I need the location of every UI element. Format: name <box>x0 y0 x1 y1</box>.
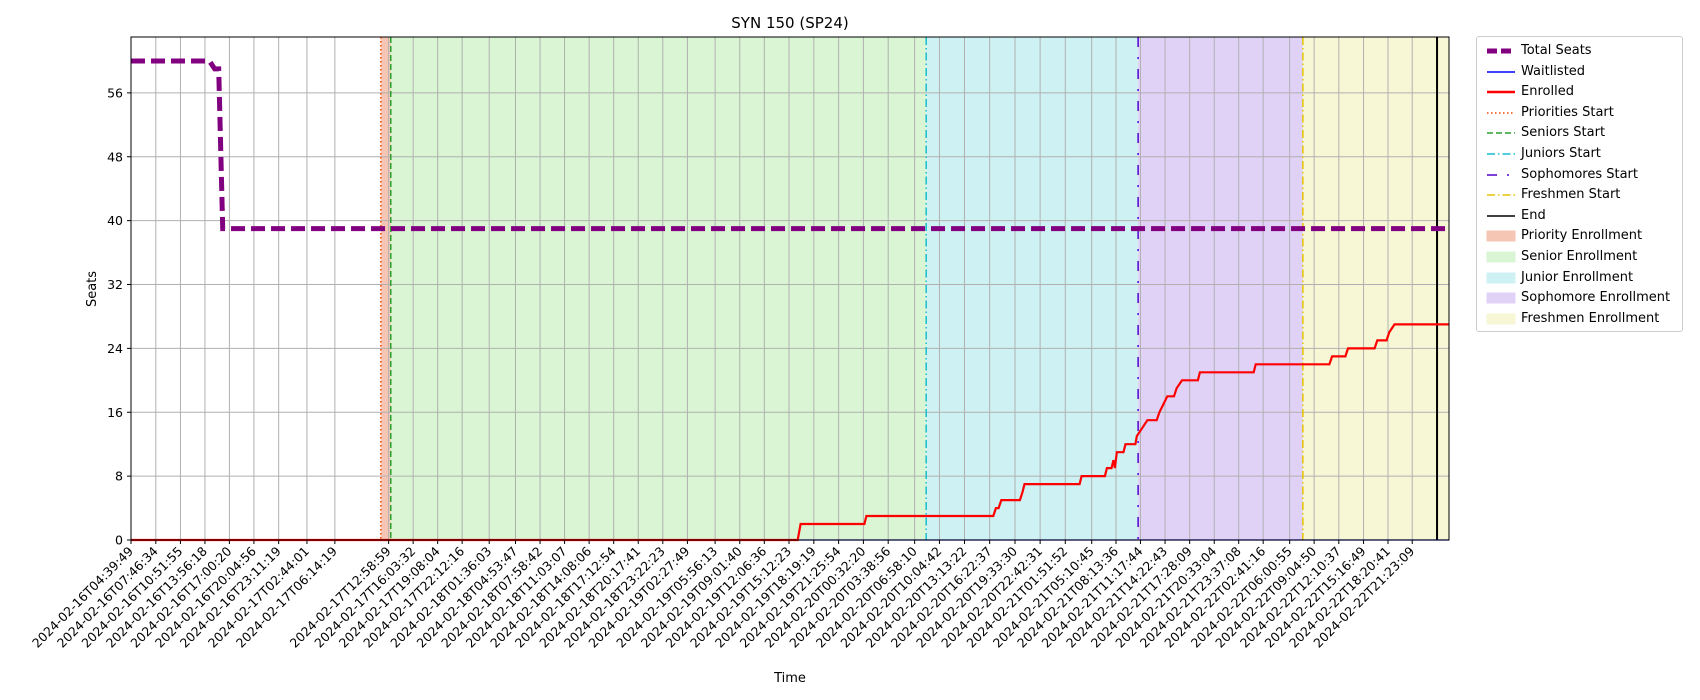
span-priority-enrollment <box>380 37 391 540</box>
legend-label: Priorities Start <box>1521 104 1614 120</box>
series-total-seats <box>131 58 1449 232</box>
legend-label: Total Seats <box>1521 43 1592 58</box>
y-tick-label: 56 <box>107 85 123 100</box>
legend-label: Waitlisted <box>1521 63 1586 79</box>
span-senior-enrollment <box>390 37 927 540</box>
legend-swatch <box>1486 230 1516 242</box>
legend-item-total-seats: Total Seats <box>1477 41 1682 61</box>
x-axis-ticks: 2024-02-16T04:39:492024-02-16T07:46:3420… <box>29 540 1417 651</box>
legend-patch <box>1486 272 1516 284</box>
legend-swatch <box>1487 215 1515 217</box>
phase-lines <box>380 37 1439 540</box>
legend-label: Junior Enrollment <box>1521 269 1634 285</box>
legend-item-senior-enrollment: Senior Enrollment <box>1477 247 1682 267</box>
legend-label: Sophomore Enrollment <box>1521 290 1671 306</box>
y-tick-label: 16 <box>107 405 123 420</box>
legend: Total Seats Waitlisted Enrolled Priorities … <box>1476 36 1683 332</box>
plot-frame <box>130 36 1450 541</box>
legend-swatch <box>1487 90 1515 94</box>
legend-item-sophomore-enrollment: Sophomore Enrollment <box>1477 288 1682 308</box>
legend-item-end: End <box>1477 206 1682 226</box>
enrollment-spans <box>380 37 1449 540</box>
y-tick-label: 48 <box>107 149 123 164</box>
legend-item-junior-enrollment: Junior Enrollment <box>1477 268 1682 288</box>
y-tick-label: 8 <box>115 469 123 484</box>
legend-swatch <box>1486 313 1516 325</box>
legend-item-juniors-start: Juniors Start <box>1477 144 1682 164</box>
legend-item-freshmen-enrollment: Freshmen Enrollment <box>1477 309 1682 329</box>
legend-item-priority-enrollment: Priority Enrollment <box>1477 226 1682 246</box>
legend-swatch <box>1486 292 1516 304</box>
span-freshmen-enrollment <box>1302 37 1449 540</box>
legend-swatch <box>1487 173 1515 176</box>
legend-patch <box>1486 230 1516 242</box>
chart-title: SYN 150 (SP24) <box>731 14 848 32</box>
y-tick-label: 32 <box>107 277 123 292</box>
legend-patch <box>1486 251 1516 263</box>
legend-item-priorities-start: Priorities Start <box>1477 103 1682 123</box>
y-tick-label: 0 <box>115 533 123 548</box>
legend-patch <box>1486 292 1516 304</box>
legend-label: Enrolled <box>1521 84 1574 100</box>
y-axis-label: Seats <box>85 271 100 307</box>
legend-label: Seniors Start <box>1521 125 1606 141</box>
legend-label: Juniors Start <box>1521 146 1601 161</box>
legend-swatch <box>1487 132 1515 135</box>
legend-label: Priority Enrollment <box>1521 228 1643 244</box>
legend-label: Freshmen Start <box>1521 187 1621 203</box>
y-tick-label: 24 <box>107 341 123 356</box>
legend-label: Senior Enrollment <box>1521 249 1638 264</box>
legend-swatch <box>1487 48 1515 54</box>
legend-item-waitlisted: Waitlisted <box>1477 62 1682 82</box>
legend-item-enrolled: Enrolled <box>1477 82 1682 102</box>
legend-item-sophomores-start: Sophomores Start <box>1477 165 1682 185</box>
legend-swatch <box>1487 194 1515 196</box>
legend-label: Sophomores Start <box>1521 166 1638 182</box>
y-axis-ticks: 0 8 16 24 32 40 48 56 <box>107 85 131 548</box>
legend-swatch <box>1486 272 1516 284</box>
legend-label: Freshmen Enrollment <box>1521 310 1660 326</box>
x-axis-label: Time <box>773 671 806 686</box>
span-junior-enrollment <box>926 37 1139 540</box>
legend-item-freshmen-start: Freshmen Start <box>1477 185 1682 205</box>
legend-swatch <box>1486 251 1516 263</box>
legend-item-seniors-start: Seniors Start <box>1477 123 1682 143</box>
y-tick-label: 40 <box>107 213 123 228</box>
legend-swatch <box>1487 70 1515 73</box>
span-sophomore-enrollment <box>1138 37 1303 540</box>
legend-label: End <box>1521 207 1546 223</box>
legend-patch <box>1486 313 1516 325</box>
legend-swatch <box>1487 112 1515 114</box>
series-enrolled <box>131 323 1449 542</box>
legend-swatch <box>1487 153 1515 155</box>
